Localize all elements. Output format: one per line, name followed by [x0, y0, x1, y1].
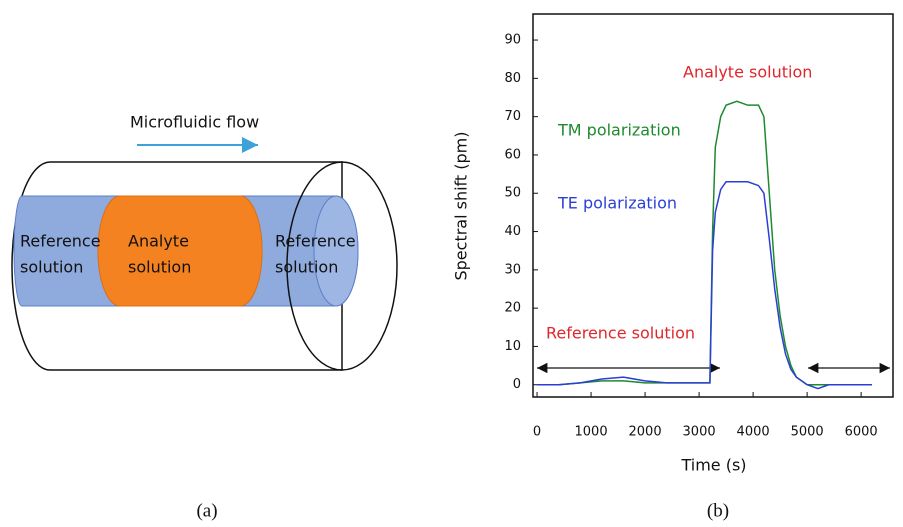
segment-label: solution [128, 258, 191, 277]
segment-label: solution [275, 258, 338, 277]
x-tick-label: 0 [533, 425, 541, 440]
x-axis-label: Time (s) [680, 456, 746, 475]
data-line [537, 181, 872, 390]
x-tick-label: 2000 [629, 425, 662, 440]
y-tick-label: 70 [504, 109, 521, 124]
tube-end [313, 195, 359, 307]
y-tick-label: 60 [504, 147, 521, 162]
y-tick-label: 50 [504, 186, 521, 201]
y-tick-label: 10 [504, 339, 521, 354]
segment-label: Analyte [128, 232, 189, 251]
x-tick-label: 5000 [791, 425, 824, 440]
y-tick-label: 40 [504, 224, 521, 239]
y-tick-label: 20 [504, 301, 521, 316]
y-tick-label: 0 [513, 377, 521, 392]
segment-label: Reference [20, 232, 101, 251]
y-tick-label: 90 [504, 33, 521, 48]
outer-end [286, 161, 398, 371]
flow-label: Microfluidic flow [130, 113, 259, 132]
x-tick-label: 4000 [737, 425, 770, 440]
annotation: Analyte solution [683, 63, 812, 82]
series-label: TM polarization [557, 121, 681, 140]
segment-label: solution [20, 258, 83, 277]
annotation: Reference solution [546, 324, 695, 343]
analyte-segment [97, 195, 263, 307]
caption: (a) [196, 500, 217, 521]
x-tick-label: 3000 [683, 425, 716, 440]
y-tick-label: 30 [504, 262, 521, 277]
x-tick-label: 1000 [575, 425, 608, 440]
cylinder-diagram: Microfluidic flow Reference solution Ana… [11, 113, 398, 521]
plot-frame [532, 13, 894, 398]
y-axis-label: Spectral shift (pm) [452, 132, 471, 281]
x-tick-label: 6000 [845, 425, 878, 440]
caption: (b) [707, 500, 729, 521]
segment-label: Reference [275, 232, 356, 251]
series-label: TE polarization [557, 194, 677, 213]
y-tick-label: 80 [504, 71, 521, 86]
